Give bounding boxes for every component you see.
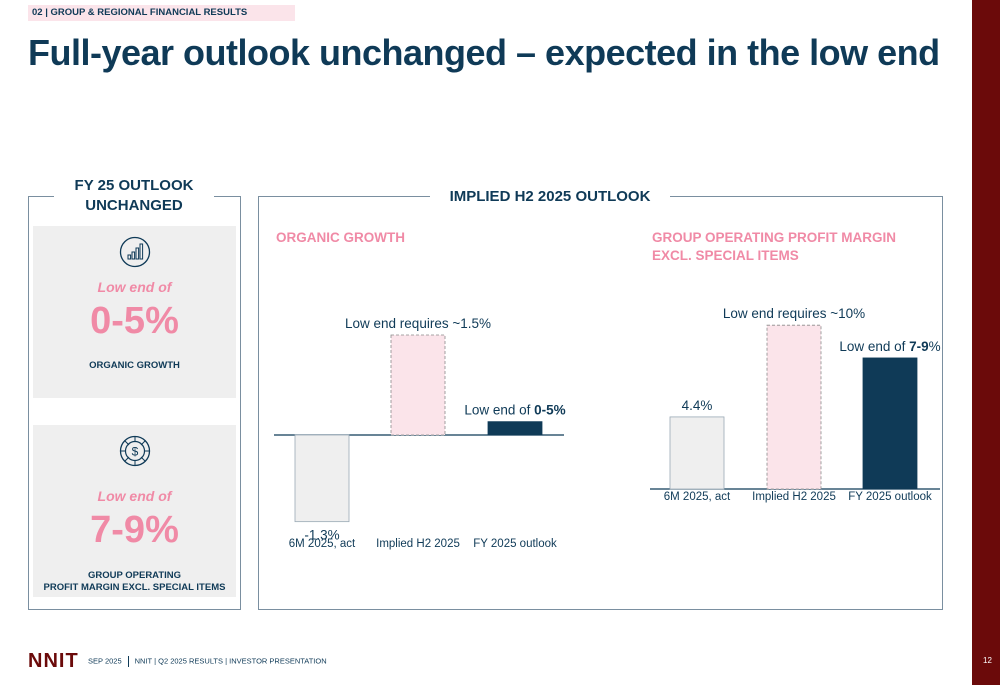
page-title: Full-year outlook unchanged – expected i…: [28, 32, 940, 73]
chart1-title: ORGANIC GROWTH: [276, 230, 405, 245]
chart-bar: [294, 434, 350, 523]
chart-category-label: Implied H2 2025: [752, 491, 836, 503]
footer-presentation: NNIT | Q2 2025 RESULTS | INVESTOR PRESEN…: [134, 656, 327, 666]
section-tag: 02 | GROUP & REGIONAL FINANCIAL RESULTS: [28, 5, 295, 21]
chart2-title: GROUP OPERATING PROFIT MARGIN EXCL. SPEC…: [652, 229, 896, 265]
chart-data-label: Low end requires ~10%: [723, 306, 865, 321]
chart-data-label: Low end of 0-5%: [464, 403, 565, 418]
kpi-label-line1: GROUP OPERATING: [87, 570, 182, 581]
chart-data-label: Low end requires ~1.5%: [345, 316, 491, 331]
chart-category-label: Implied H2 2025: [376, 538, 460, 550]
kpi-label: ORGANIC GROWTH: [89, 360, 180, 371]
dollar-coin-icon: $: [119, 435, 151, 467]
left-heading-line2: UNCHANGED: [85, 197, 183, 214]
footer-date: SEP 2025: [88, 656, 122, 666]
chart-data-label: 4.4%: [682, 398, 713, 413]
kpi-label-line2: PROFIT MARGIN EXCL. SPECIAL ITEMS: [43, 582, 226, 593]
kpi-value: 0-5%: [90, 300, 179, 342]
chart-data-label: -1.3%: [304, 528, 339, 543]
page-number: 12: [983, 656, 992, 665]
kpi-low-end-text: Low end of: [97, 488, 172, 504]
footer-text: SEP 2025 NNIT | Q2 2025 RESULTS | INVESTO…: [88, 656, 327, 667]
svg-text:$: $: [132, 445, 139, 459]
chart-bar: [766, 324, 822, 490]
chart-bar: [669, 416, 725, 490]
kpi-card-operating-margin: $ Low end of 7-9% GROUP OPERATING PROFIT…: [33, 425, 236, 597]
organic-growth-chart: -1.3%6M 2025, act Low end requires ~1.5% I…: [274, 316, 566, 550]
chart-category-label: 6M 2025, act: [664, 491, 731, 503]
kpi-card-organic-growth: Low end of 0-5% ORGANIC GROWTH: [33, 226, 236, 398]
left-panel-heading: FY 25 OUTLOOK UNCHANGED: [54, 176, 214, 216]
bar-chart-icon: [119, 236, 151, 268]
chart2-title-line2: EXCL. SPECIAL ITEMS: [652, 248, 799, 263]
nnit-logo: NNIT: [28, 650, 79, 672]
operating-margin-chart: 4.4% 6M 2025, act Low end requires ~10% Imp…: [650, 306, 941, 503]
chart-category-label: FY 2025 outlook: [473, 538, 557, 550]
chart-category-label: FY 2025 outlook: [848, 491, 932, 503]
chart-data-label: Low end of 7-9%: [839, 339, 940, 354]
right-panel-heading: IMPLIED H2 2025 OUTLOOK: [430, 187, 670, 207]
right-accent-bar: [972, 0, 1000, 685]
chart-category-label: 6M 2025, act: [289, 538, 356, 550]
chart2-title-line1: GROUP OPERATING PROFIT MARGIN: [652, 230, 897, 245]
footer-divider: [127, 656, 129, 667]
kpi-low-end-text: Low end of: [97, 279, 172, 295]
chart-bar: [862, 357, 918, 490]
left-heading-line1: FY 25 OUTLOOK: [74, 177, 194, 194]
kpi-value: 7-9%: [90, 509, 179, 551]
chart-bar: [487, 421, 543, 436]
chart-bar: [390, 334, 446, 436]
